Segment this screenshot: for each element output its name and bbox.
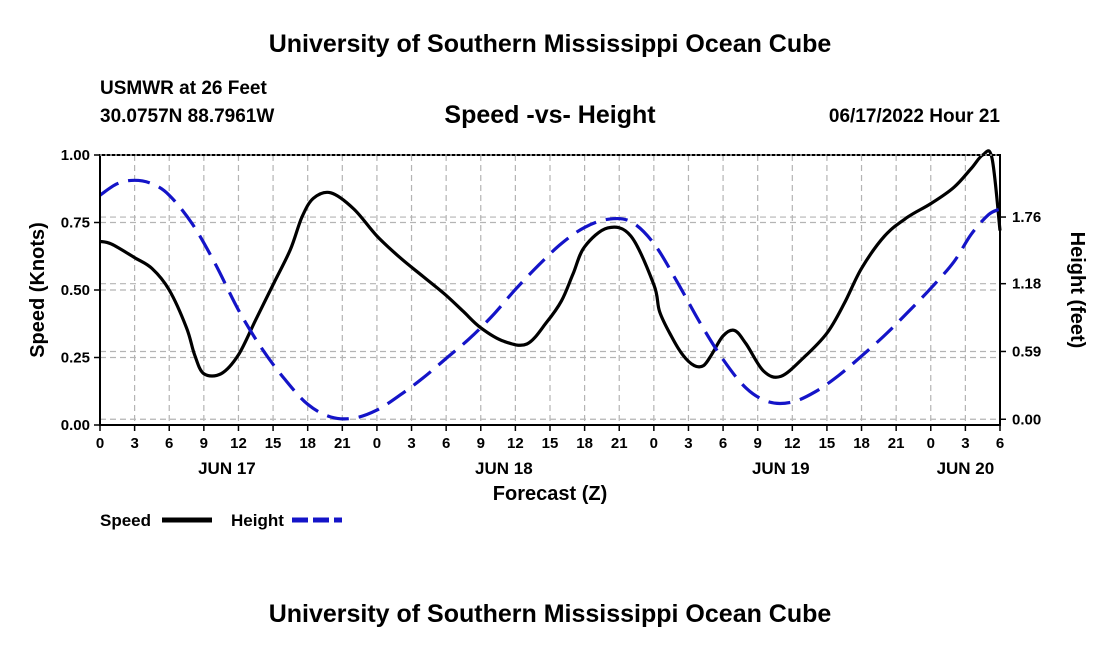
speed-series-line	[99, 149, 1002, 379]
x-tick-label: 21	[888, 435, 905, 452]
x-day-label: JUN 19	[752, 459, 810, 478]
x-tick-label: 3	[130, 435, 138, 452]
x-tick-label: 6	[996, 435, 1004, 452]
y2-tick-label: 1.76	[1012, 209, 1041, 226]
x-tick-label: 9	[477, 435, 485, 452]
x-tick-label: 0	[373, 435, 381, 452]
x-day-label: JUN 17	[198, 459, 256, 478]
x-tick-label: 15	[542, 435, 559, 452]
y-tick-label: 0.50	[61, 282, 90, 299]
x-tick-label: 18	[853, 435, 870, 452]
x-day-label: JUN 20	[937, 459, 995, 478]
x-day-label: JUN 18	[475, 459, 533, 478]
y2-tick-label: 0.59	[1012, 343, 1041, 360]
x-tick-label: 0	[96, 435, 104, 452]
x-tick-label: 3	[961, 435, 969, 452]
forecast-datetime: 06/17/2022 Hour 21	[828, 106, 1000, 127]
x-tick-label: 0	[650, 435, 658, 452]
x-tick-label: 21	[334, 435, 351, 452]
axes: 0 3 6 9 12 15 18 21 0 3 6 9 12 15 18 21 0 3 6 9 12 15 18 21 0 3 60…	[61, 147, 1041, 478]
x-tick-label: 6	[719, 435, 727, 452]
x-tick-label: 3	[407, 435, 415, 452]
x-tick-label: 12	[507, 435, 524, 452]
x-tick-label: 12	[230, 435, 247, 452]
x-tick-label: 18	[576, 435, 593, 452]
series	[99, 149, 1002, 421]
chart-subtitle: Speed -vs- Height	[444, 101, 656, 129]
y-tick-label: 1.00	[61, 147, 90, 164]
x-tick-label: 0	[927, 435, 935, 452]
station-label: USMWR at 26 Feet	[100, 78, 267, 99]
x-axis-title: Forecast (Z)	[493, 483, 607, 505]
y-tick-label: 0.00	[61, 417, 90, 434]
station-coordinates: 30.0757N 88.7961W	[100, 106, 275, 127]
x-tick-label: 15	[265, 435, 282, 452]
x-tick-label: 15	[819, 435, 836, 452]
y-tick-label: 0.25	[61, 350, 90, 367]
y2-tick-label: 0.00	[1012, 411, 1041, 428]
x-tick-label: 21	[611, 435, 628, 452]
footer-title: University of Southern Mississippi Ocean…	[268, 600, 832, 628]
grid	[100, 155, 1000, 425]
y-axis-title: Speed (Knots)	[27, 222, 49, 358]
legend-speed-label: Speed	[100, 511, 151, 530]
y2-axis-title: Height (feet)	[1066, 232, 1088, 349]
x-tick-label: 3	[684, 435, 692, 452]
legend: Speed Height	[100, 511, 342, 530]
x-tick-label: 9	[200, 435, 208, 452]
x-tick-label: 9	[754, 435, 762, 452]
height-series-line	[99, 178, 1001, 421]
x-tick-label: 6	[165, 435, 173, 452]
x-tick-label: 18	[299, 435, 316, 452]
x-tick-label: 6	[442, 435, 450, 452]
y2-tick-label: 1.18	[1012, 276, 1041, 293]
legend-height-label: Height	[231, 511, 284, 530]
x-tick-label: 12	[784, 435, 801, 452]
y-tick-label: 0.75	[61, 215, 90, 232]
chart-title: University of Southern Mississippi Ocean…	[268, 30, 832, 58]
